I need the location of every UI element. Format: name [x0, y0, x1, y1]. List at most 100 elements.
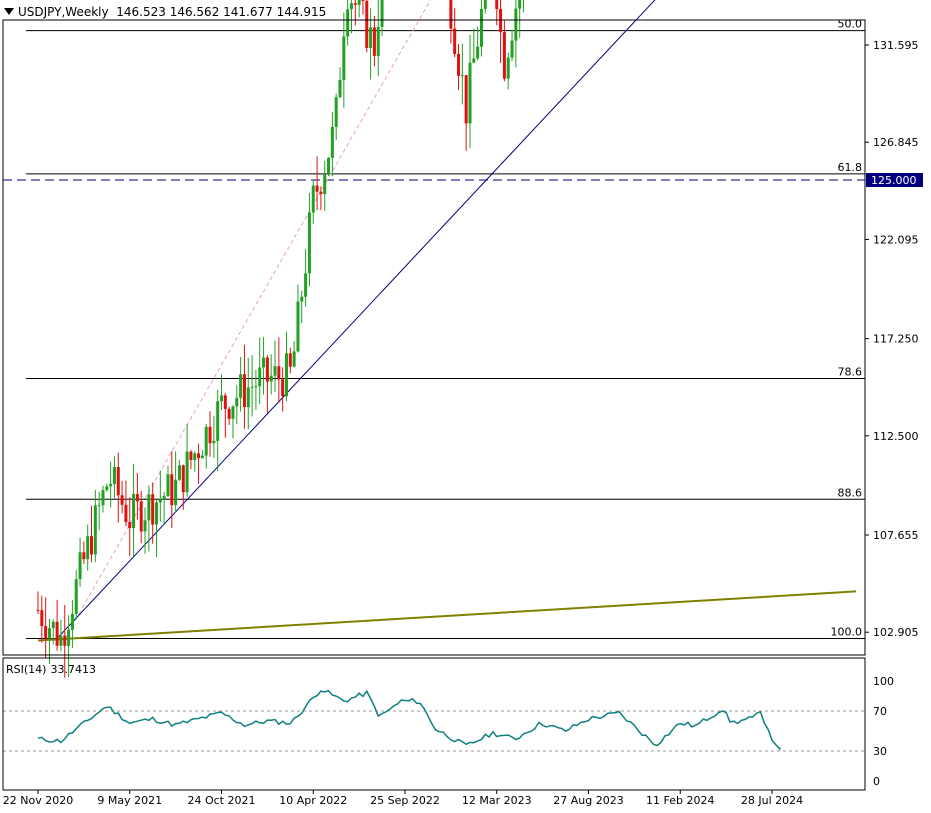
candle-body — [105, 486, 109, 491]
candle-body — [369, 27, 373, 48]
candle-body — [90, 536, 94, 555]
candle — [514, 0, 518, 68]
candle-body — [518, 0, 522, 9]
candle-body — [109, 483, 113, 487]
candle — [342, 12, 346, 108]
candle-body — [223, 395, 227, 409]
candle-body — [307, 212, 311, 274]
candle-body — [124, 504, 128, 523]
candle-body — [128, 522, 132, 529]
candle — [315, 156, 319, 211]
open-value: 146.523 — [116, 5, 166, 19]
candle-body — [55, 621, 59, 646]
candle — [147, 485, 151, 552]
candle — [223, 392, 227, 438]
candle-body — [63, 635, 67, 646]
rsi-label: RSI(14) — [6, 663, 47, 676]
dropdown-triangle-icon[interactable] — [4, 8, 14, 15]
fib-diagonal-line — [64, 0, 432, 639]
candle-body — [231, 406, 235, 419]
candle-body — [330, 126, 334, 158]
candle-body — [74, 579, 78, 614]
candle — [365, 0, 369, 53]
candle-body — [59, 635, 63, 646]
candle-body — [86, 536, 90, 560]
fib-label: 50.0 — [838, 18, 863, 31]
candle-body — [200, 455, 204, 459]
candle — [162, 491, 166, 526]
candle — [204, 424, 208, 469]
candle — [151, 482, 155, 544]
candle-body — [193, 453, 197, 460]
candle-body — [235, 397, 239, 407]
candle-body — [220, 395, 223, 402]
candle-body — [189, 451, 193, 460]
candle — [174, 451, 178, 513]
time-tick-label: 28 Jul 2024 — [741, 794, 803, 807]
candle — [483, 0, 487, 14]
candle-body — [327, 157, 331, 175]
candle — [254, 369, 258, 410]
candle-body — [499, 9, 503, 33]
candle-body — [155, 502, 159, 525]
candle-body — [120, 495, 124, 505]
candle — [495, 0, 499, 26]
time-tick-label: 24 Oct 2021 — [187, 794, 255, 807]
candle — [523, 0, 525, 13]
candle — [472, 28, 476, 64]
candle-body — [78, 552, 82, 580]
candle — [143, 507, 147, 554]
candle — [323, 160, 327, 211]
candle-body — [510, 40, 514, 58]
candle-body — [269, 375, 273, 382]
candle-body — [468, 62, 472, 124]
candle-body — [304, 273, 308, 297]
rsi-header: RSI(14) 33.7413 — [6, 663, 100, 676]
candle — [499, 0, 503, 64]
candle-body — [170, 474, 174, 506]
candle — [36, 591, 40, 615]
candle — [74, 570, 78, 620]
candle — [189, 449, 193, 470]
candle-body — [143, 520, 147, 532]
candle-body — [476, 46, 480, 59]
price-tick-label: 107.655 — [873, 529, 919, 542]
candle — [502, 20, 506, 82]
candle — [273, 340, 277, 393]
candle-body — [246, 387, 250, 408]
candle — [357, 0, 361, 18]
candle-body — [342, 36, 346, 80]
candle-body — [502, 32, 506, 79]
candle — [269, 354, 273, 395]
candle — [468, 34, 472, 148]
candle-body — [472, 58, 476, 63]
candle-body — [181, 465, 185, 493]
candle-body — [479, 8, 483, 47]
candle — [132, 463, 136, 557]
candle-body — [460, 75, 464, 77]
candle — [158, 470, 162, 522]
candle-body — [365, 0, 369, 48]
candle — [281, 367, 285, 412]
axes: 160.380155.630150.785146.035136.410131.5… — [2, 19, 923, 807]
candle — [319, 186, 323, 210]
symbol-label: USDJPY,Weekly — [18, 5, 109, 19]
price-tick-label: 112.500 — [873, 430, 919, 443]
candle — [292, 341, 296, 368]
candle-body — [376, 27, 380, 56]
rsi-tick-label: 0 — [873, 775, 880, 788]
candle — [361, 0, 365, 15]
candle-body — [135, 494, 139, 502]
candle — [277, 337, 281, 403]
candle-body — [457, 53, 461, 76]
candle — [78, 537, 82, 587]
candle — [376, 0, 380, 77]
candle — [47, 618, 51, 664]
candle-body — [212, 440, 216, 444]
price-tick-label: 117.250 — [873, 333, 919, 346]
candle — [307, 192, 311, 287]
candle-body — [158, 499, 162, 503]
candle — [112, 456, 116, 499]
candle-body — [361, 0, 365, 1]
